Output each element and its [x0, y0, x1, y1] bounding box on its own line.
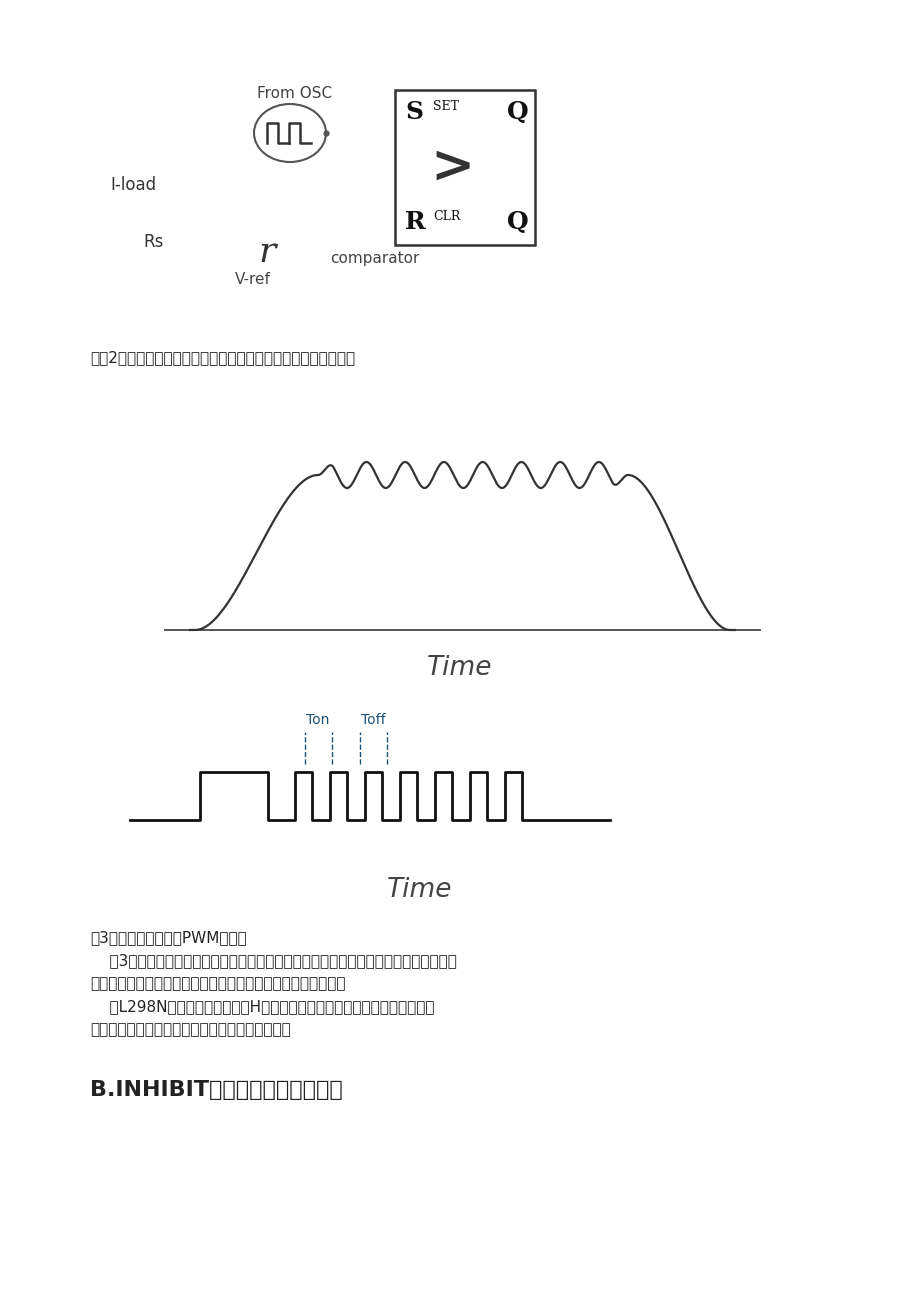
- Text: CLR: CLR: [433, 211, 460, 224]
- Text: 夕卜端接口，使外部感应电阻器的电流连接起来。: 夕卜端接口，使外部感应电阻器的电流连接起来。: [90, 1022, 290, 1036]
- Bar: [394, 90, 535, 245]
- Text: 该L298N是单片电路包含两个H桥，此外，较低晶体管的发射极连接被带到: 该L298N是单片电路包含两个H桥，此外，较低晶体管的发射极连接被带到: [90, 999, 434, 1014]
- Text: Toff: Toff: [360, 713, 385, 727]
- Text: B.INHIBIT电路模式中的电流控制: B.INHIBIT电路模式中的电流控制: [90, 1079, 343, 1100]
- Text: I-load: I-load: [110, 176, 156, 194]
- Text: S: S: [404, 100, 423, 124]
- Text: Time: Time: [387, 878, 452, 904]
- Text: SET: SET: [433, 100, 459, 113]
- Text: Q: Q: [506, 210, 528, 234]
- Text: 图3显示了通过电机的电流如何被控制。当电动机电流超出设定值时，应用于电机末端: 图3显示了通过电机的电流如何被控制。当电动机电流超出设定值时，应用于电机末端: [90, 953, 457, 967]
- Text: Time: Time: [426, 655, 493, 681]
- Text: R: R: [404, 210, 425, 234]
- Text: From OSC: From OSC: [257, 86, 332, 100]
- Text: Ton: Ton: [306, 713, 329, 727]
- Text: 图。2。电路包含触发器，振荡器和一个用于电流控制的比测仪。: 图。2。电路包含触发器，振荡器和一个用于电流控制的比测仪。: [90, 350, 355, 366]
- Text: comparator: comparator: [330, 250, 419, 266]
- Text: 的电压将被切断。因此，电流会衰减，最终电机电流可被控制。: 的电压将被切断。因此，电流会衰减，最终电机电流可被控制。: [90, 976, 346, 991]
- Text: Rs: Rs: [142, 233, 164, 251]
- Text: r: r: [258, 234, 276, 270]
- Text: >: >: [430, 142, 474, 193]
- Text: Q: Q: [506, 100, 528, 124]
- Text: V-ref: V-ref: [235, 272, 270, 288]
- Text: 图3。控制电流的电压PWM操作图: 图3。控制电流的电压PWM操作图: [90, 930, 246, 945]
